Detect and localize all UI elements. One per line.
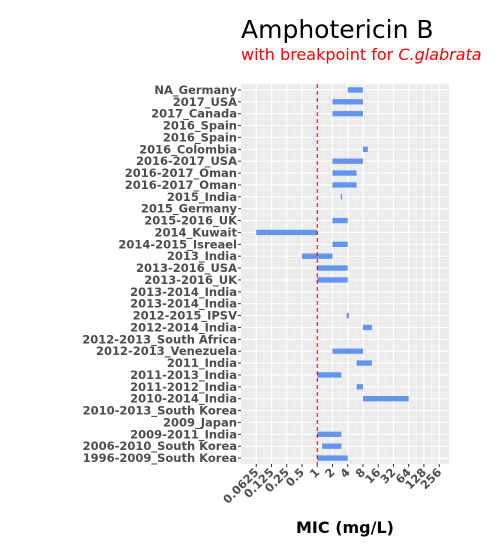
bar	[317, 265, 348, 271]
bar	[332, 158, 363, 164]
y-tick-label: 2012-2014_India	[130, 320, 237, 335]
y-tick-label: 2016-2017_USA	[136, 154, 237, 169]
y-tick-label: 2014_Kuwait	[155, 225, 238, 240]
bar	[356, 384, 363, 390]
bar	[332, 217, 348, 224]
y-tick-label: 2016_Spain	[163, 130, 237, 145]
y-tick-label: 2016-2017_Oman	[125, 178, 237, 193]
y-tick-label: 2017_Canada	[151, 107, 237, 122]
y-tick-label: 2013-2014_India	[130, 285, 237, 300]
y-tick-label: 2010-2013_South Korea	[83, 404, 237, 419]
bar	[301, 253, 333, 259]
bar	[362, 324, 372, 331]
bar	[347, 87, 363, 93]
y-axis-ticks: NA_Germany2017_USA2017_Canada2016_Spain2…	[82, 83, 241, 466]
bar	[322, 443, 342, 449]
y-tick-label: 2015_Germany	[141, 202, 238, 217]
y-tick-label: 2010-2014_India	[130, 392, 237, 407]
y-tick-label: 2013-2014_India	[130, 297, 237, 312]
y-tick-label: 2013-2016_USA	[136, 261, 237, 276]
bar	[362, 396, 409, 402]
bars	[256, 87, 409, 461]
bar	[356, 360, 372, 366]
bar	[332, 348, 363, 354]
y-tick-label: 2016_Spain	[163, 119, 237, 134]
y-tick-label: 2009-2011_India	[130, 427, 237, 442]
bar	[332, 111, 363, 117]
y-tick-label: 2012-2013_South Africa	[82, 332, 237, 347]
y-tick-label: 2011-2012_India	[130, 380, 237, 395]
chart-subtitle: with breakpoint for C.glabrata	[241, 45, 482, 64]
bar	[317, 431, 342, 437]
y-tick-label: 2013-2016_UK	[144, 273, 238, 288]
bar	[332, 241, 348, 247]
bar	[362, 146, 368, 152]
y-tick-label: 2016-2017_Oman	[125, 166, 237, 181]
y-tick-label: NA_Germany	[154, 83, 237, 98]
x-tick-label: 2	[322, 465, 338, 481]
bar	[256, 229, 318, 236]
y-tick-label: 2013_India	[167, 249, 237, 264]
bar	[317, 277, 348, 283]
y-tick-label: 2012-2013_Venezuela	[96, 344, 237, 359]
y-tick-label: 2015-2016_UK	[144, 214, 238, 229]
grid-minor	[241, 83, 449, 465]
subtitle-prefix: with breakpoint for	[241, 45, 398, 64]
bar	[346, 312, 349, 319]
y-tick-label: 2017_USA	[173, 95, 237, 110]
bar	[340, 194, 343, 200]
x-tick-label: 0.5	[283, 465, 307, 489]
y-tick-label: 2009_Japan	[163, 415, 237, 430]
bar	[317, 455, 348, 461]
x-axis-label: MIC (mg/L)	[296, 518, 394, 537]
y-tick-label: 2011_India	[167, 356, 237, 371]
bar	[332, 99, 363, 105]
bar	[332, 170, 357, 176]
y-tick-label: 2006-2010_South Korea	[83, 439, 237, 454]
subtitle-species: C.glabrata	[398, 45, 481, 64]
x-tick-label: 1	[307, 465, 323, 481]
chart-title: Amphotericin B	[241, 15, 434, 44]
y-tick-label: 2016_Colombia	[139, 142, 237, 157]
y-tick-label: 2014-2015_Isreael	[118, 237, 237, 252]
y-tick-label: 2012-2015_IPSV	[133, 309, 238, 324]
bar	[317, 372, 342, 378]
y-tick-label: 1996-2009_South Korea	[83, 451, 237, 466]
bar	[332, 182, 357, 188]
y-tick-label: 2015_India	[167, 190, 237, 205]
y-tick-label: 2011-2013_India	[130, 368, 237, 383]
x-tick-label: 4	[337, 465, 353, 481]
